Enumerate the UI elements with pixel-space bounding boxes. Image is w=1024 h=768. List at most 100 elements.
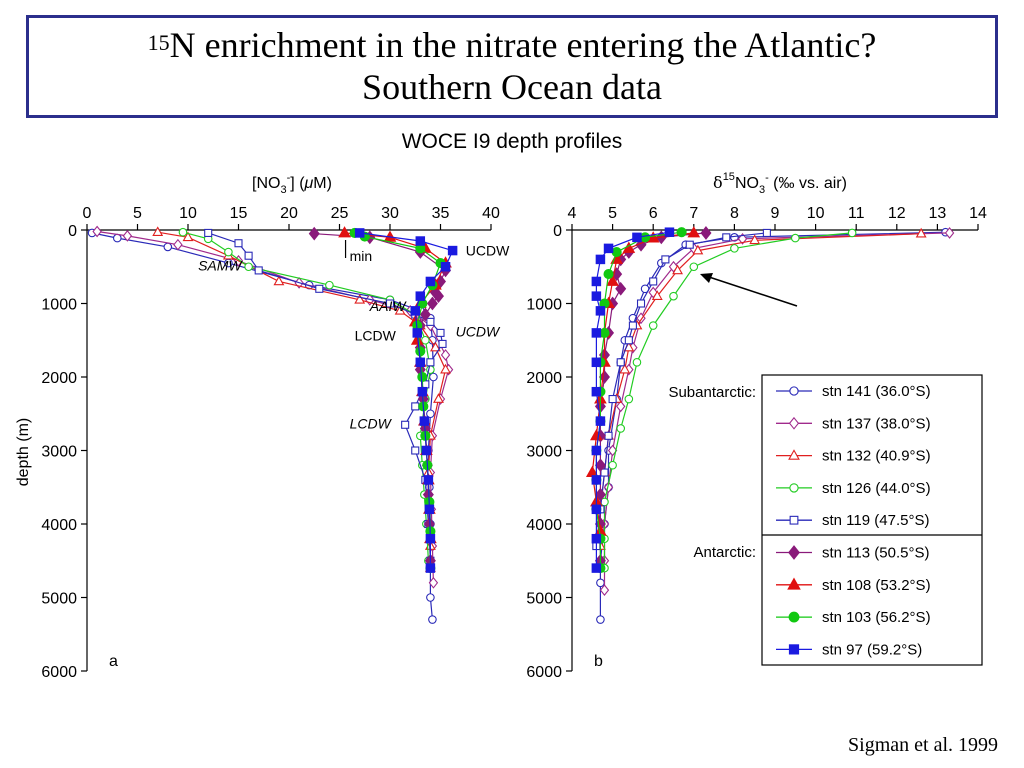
x-tick-label-a: 30: [381, 205, 399, 222]
data-point: [608, 394, 617, 404]
data-point: [411, 402, 420, 411]
data-point: [596, 578, 605, 588]
legend-label: stn 141 (36.0°S): [822, 383, 931, 400]
data-point: [616, 358, 625, 367]
legend-marker: [787, 577, 801, 590]
x-axis-label-b: δ15NO3- (‰ vs. air): [713, 171, 847, 196]
data-point: [440, 349, 451, 361]
data-point: [632, 357, 642, 367]
legend-label: stn 126 (44.0°S): [822, 480, 931, 497]
annotation-lcdw: LCDW: [350, 415, 393, 431]
x-axis-label-a: [NO3-] (μM): [252, 172, 332, 196]
data-point: [254, 266, 263, 275]
legend-entry-8: stn 97 (59.2°S): [776, 641, 922, 658]
data-point: [412, 328, 423, 338]
y-tick-label-a: 1000: [41, 297, 77, 314]
data-point: [599, 584, 610, 597]
legend-marker: [788, 545, 800, 560]
legend-label: stn 108 (53.2°S): [822, 577, 931, 594]
x-tick-label-b: 11: [848, 205, 865, 222]
data-point: [640, 232, 651, 243]
legend-entry-0: stn 141 (36.0°S): [776, 383, 931, 400]
data-point: [915, 227, 927, 238]
data-point: [423, 475, 434, 485]
x-tick-label-a: 5: [133, 205, 142, 222]
x-tick-label-a: 0: [83, 205, 92, 222]
x-tick-label-b: 8: [730, 205, 739, 222]
data-point: [591, 445, 602, 456]
x-tick-label-a: 20: [280, 205, 298, 222]
x-tick-label-a: 10: [179, 205, 197, 222]
data-point: [436, 328, 445, 337]
x-tick-label-b: 14: [969, 205, 987, 222]
data-point: [273, 275, 285, 286]
data-point: [722, 233, 731, 242]
data-point: [419, 416, 430, 426]
data-point: [944, 227, 955, 239]
data-point: [430, 341, 441, 352]
y-tick-label-b: 1000: [526, 297, 562, 314]
series-line: [97, 230, 450, 583]
series-line: [603, 232, 950, 591]
legend-group-antarctic: Antarctic:: [693, 544, 756, 561]
data-point: [429, 372, 438, 382]
legend-entry-4: stn 119 (47.5°S): [776, 512, 929, 529]
legend-marker: [789, 483, 799, 493]
data-point: [354, 228, 365, 238]
data-point: [591, 328, 602, 338]
y-tick-label-a: 2000: [41, 370, 77, 387]
data-point: [440, 363, 451, 374]
data-point: [325, 280, 334, 290]
data-point: [847, 228, 857, 238]
data-point: [762, 228, 771, 237]
data-point: [591, 276, 602, 287]
data-point: [591, 533, 602, 544]
data-point: [173, 238, 183, 251]
arrow-annotation: [700, 273, 798, 307]
slide-title-line1: 15N enrichment in the nitrate entering t…: [29, 24, 995, 66]
data-point: [426, 409, 435, 419]
x-tick-label-b: 5: [608, 205, 617, 222]
data-point: [616, 400, 626, 413]
y-tick-label-a: 0: [68, 223, 77, 240]
y-tick-label-b: 5000: [526, 591, 562, 608]
data-point: [438, 339, 447, 348]
series-line: [595, 232, 767, 547]
data-point: [204, 228, 213, 237]
data-point: [672, 264, 684, 275]
data-point: [595, 416, 606, 426]
data-point: [600, 468, 609, 477]
data-point: [440, 261, 451, 272]
legend-label: stn 97 (59.2°S): [822, 641, 922, 658]
y-tick-label-a: 5000: [41, 591, 77, 608]
data-point: [790, 233, 800, 243]
y-tick-label-a: 3000: [41, 444, 77, 461]
data-point: [687, 226, 701, 238]
data-point: [749, 234, 761, 245]
slide-title-line2: Southern Ocean data: [362, 67, 662, 107]
series-a-1: [92, 225, 454, 589]
annotation-min: min: [350, 248, 373, 264]
data-point: [421, 445, 432, 456]
legend-entry-7: stn 103 (56.2°S): [776, 609, 931, 626]
data-point: [315, 284, 324, 293]
data-point: [394, 304, 406, 315]
data-point: [689, 262, 699, 272]
slide-title: 15N enrichment in the nitrate entering t…: [26, 15, 998, 118]
series-a-3: [178, 227, 435, 566]
data-point: [664, 227, 675, 237]
data-point: [607, 444, 618, 457]
data-point: [338, 226, 351, 238]
data-point: [163, 242, 173, 252]
data-point: [417, 371, 428, 383]
data-point: [419, 307, 431, 322]
legend-label: stn 132 (40.9°S): [822, 448, 931, 465]
y-tick-label-b: 0: [553, 223, 562, 240]
data-point: [591, 563, 602, 573]
x-tick-label-a: 35: [432, 205, 450, 222]
data-point: [415, 346, 426, 357]
panel-label-a: a: [109, 653, 118, 670]
data-point: [591, 475, 602, 485]
legend-label: stn 137 (38.0°S): [822, 415, 931, 432]
data-point: [603, 243, 614, 254]
